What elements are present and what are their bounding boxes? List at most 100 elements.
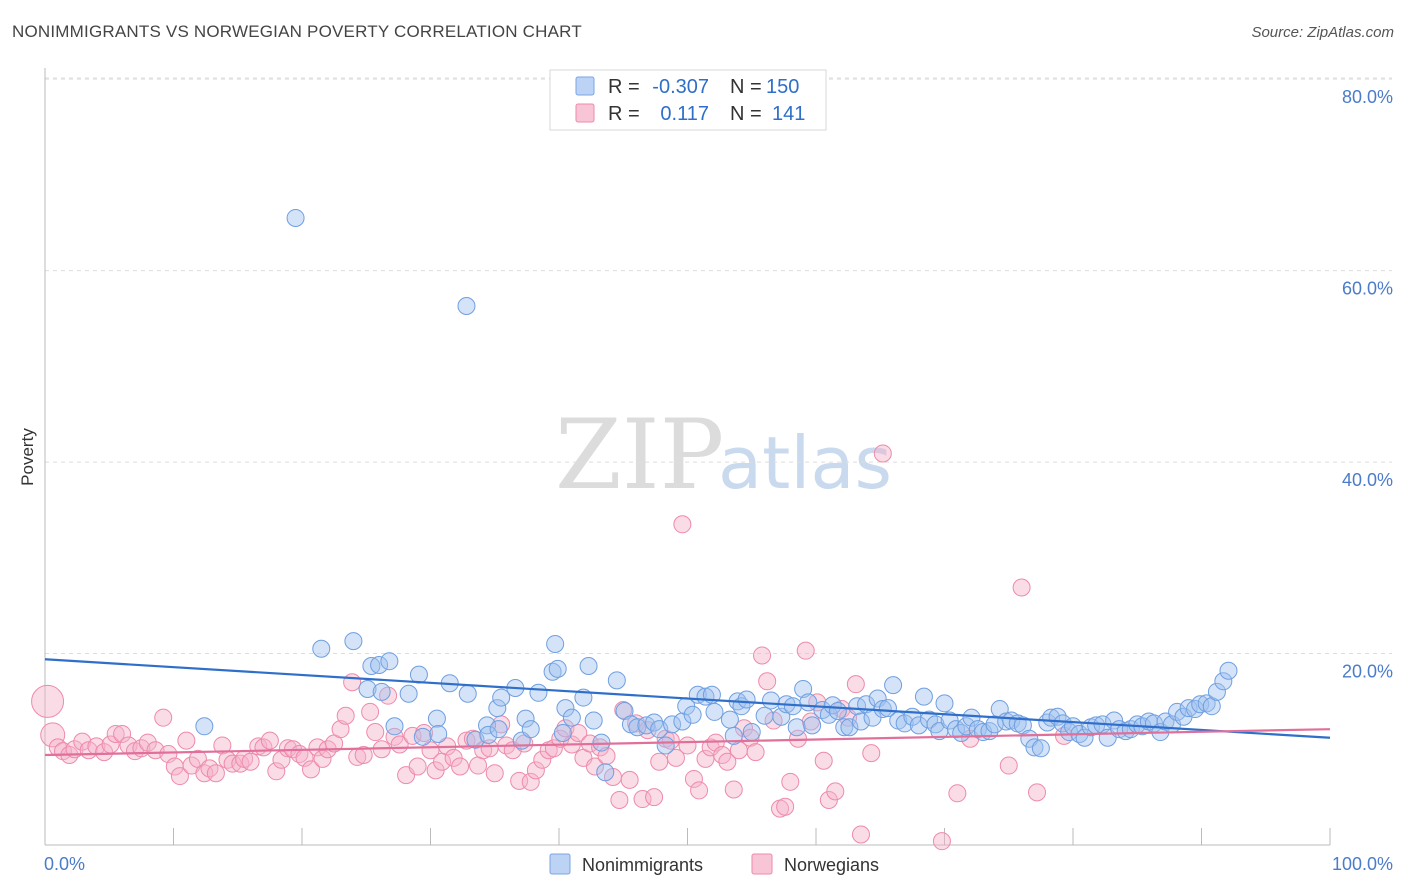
- nonimmigrants-point-60: [737, 690, 756, 709]
- norwegians-point-127: [796, 641, 815, 660]
- nonimmigrants-point-138: [1191, 695, 1210, 714]
- nonimmigrants-point-21: [488, 699, 507, 718]
- nonimmigrants-point-49: [673, 712, 692, 731]
- norwegians-trend-line: [44, 728, 1331, 757]
- norwegians-point-139: [932, 832, 951, 851]
- nonimmigrants-point-77: [848, 697, 867, 716]
- nonimmigrants-point-19: [478, 716, 497, 735]
- norwegians-point-61: [408, 757, 427, 776]
- nonimmigrants-point-51: [683, 705, 702, 724]
- legend-n-label-1: N =: [730, 103, 762, 125]
- norwegians-point-33: [241, 752, 260, 771]
- norwegians-point-108: [684, 769, 703, 788]
- legend-n-value-0: 150: [766, 76, 799, 98]
- nonimmigrants-point-62: [755, 706, 774, 725]
- grid: [45, 77, 1392, 655]
- nonimmigrants-point-109: [1025, 738, 1044, 757]
- norwegians-point-130: [814, 751, 833, 770]
- nonimmigrants-point-99: [968, 720, 987, 739]
- norwegians-point-28: [213, 736, 232, 755]
- norwegians-point-95: [610, 791, 629, 810]
- x-tick-label-0: 0.0%: [44, 854, 85, 874]
- norwegians-point-119: [746, 743, 765, 762]
- y-tick-labels: 20.0% 40.0% 60.0% 80.0%: [1342, 87, 1393, 681]
- watermark-zip: ZIP: [555, 399, 724, 511]
- nonimmigrants-point-55: [705, 702, 724, 721]
- watermark: ZIP atlas: [555, 399, 892, 511]
- nonimmigrants-point-43: [628, 718, 647, 737]
- trend-lines: [44, 658, 1331, 757]
- norwegians-point-120: [753, 646, 772, 665]
- nonimmigrants-point-3: [312, 639, 331, 658]
- correlation-legend: R = -0.307 N = 150 R = 0.117 N = 141: [549, 69, 827, 131]
- norwegians-point-140: [948, 784, 967, 803]
- norwegians-point-37: [267, 762, 286, 781]
- nonimmigrants-point-22: [492, 688, 511, 707]
- bottom-legend-swatch-norwegians: [751, 853, 773, 875]
- norwegians-point-114: [718, 752, 737, 771]
- nonimmigrants-point-110: [1031, 739, 1050, 758]
- legend-r-value-0: -0.307: [652, 76, 709, 98]
- norwegians-point-88: [569, 723, 588, 742]
- nonimmigrants-point-78: [851, 712, 870, 731]
- norwegians-point-93: [597, 746, 616, 765]
- nonimmigrants-point-1: [457, 297, 476, 316]
- norwegians-point-102: [650, 752, 669, 771]
- norwegians-point-121: [758, 672, 777, 691]
- nonimmigrants-point-14: [427, 709, 446, 728]
- series-legend: Nonimmigrants Norwegians: [549, 853, 879, 875]
- nonimmigrants-point-139: [1197, 694, 1216, 713]
- chart-title: NONIMMIGRANTS VS NORWEGIAN POVERTY CORRE…: [12, 22, 582, 41]
- nonimmigrants-point-27: [521, 720, 540, 739]
- y-tick-label-2: 60.0%: [1342, 279, 1393, 299]
- x-tick-label-1: 100.0%: [1332, 854, 1393, 874]
- nonimmigrants-point-2: [195, 717, 214, 736]
- x-tick-labels: 0.0% 100.0%: [44, 854, 1393, 874]
- nonimmigrants-point-11: [399, 684, 418, 703]
- legend-r-label-1: R =: [608, 103, 640, 125]
- norwegians-point-144: [1028, 783, 1047, 802]
- norwegians-point-82: [533, 750, 552, 769]
- nonimmigrants-point-48: [663, 715, 682, 734]
- norwegians-point-109: [690, 781, 709, 800]
- norwegians-point-71: [469, 756, 488, 775]
- nonimmigrants-point-47: [656, 736, 675, 755]
- norwegians-point-74: [485, 764, 504, 783]
- norwegians-point-11: [106, 724, 125, 743]
- norwegians-point-63: [421, 741, 440, 760]
- y-axis-label: Poverty: [18, 428, 37, 486]
- nonimmigrants-point-70: [803, 716, 822, 735]
- nonimmigrants-point-61: [742, 723, 761, 742]
- nonimmigrants-point-8: [372, 682, 391, 701]
- nonimmigrants-point-12: [409, 665, 428, 684]
- norwegians-point-99: [633, 790, 652, 809]
- y-tick-label-3: 80.0%: [1342, 87, 1393, 107]
- norwegians-point-18: [154, 708, 173, 727]
- nonimmigrants-point-23: [489, 720, 508, 739]
- norwegians-point-22: [177, 731, 196, 750]
- nonimmigrants-point-56: [720, 710, 739, 729]
- nonimmigrants-point-142: [1214, 672, 1233, 691]
- norwegians-point-0: [31, 684, 65, 718]
- nonimmigrants-point-98: [962, 708, 981, 727]
- bottom-legend-norwegians: Norwegians: [784, 855, 879, 875]
- bottom-legend-nonimmigrants: Nonimmigrants: [582, 855, 703, 875]
- norwegians-points: [31, 444, 1074, 851]
- norwegians-point-136: [851, 825, 870, 844]
- legend-swatch-nonimmigrants: [575, 76, 595, 96]
- nonimmigrants-point-86: [895, 714, 914, 733]
- nonimmigrants-point-73: [823, 696, 842, 715]
- nonimmigrants-trend-line: [44, 658, 1331, 739]
- norwegians-point-1: [40, 722, 66, 748]
- norwegians-point-21: [170, 767, 189, 786]
- legend-r-label-0: R =: [608, 76, 640, 98]
- nonimmigrants-point-74: [828, 701, 847, 720]
- norwegians-point-36: [260, 731, 279, 750]
- nonimmigrants-point-97: [957, 717, 976, 736]
- norwegians-point-143: [1012, 578, 1031, 597]
- nonimmigrants-point-0: [286, 208, 305, 227]
- watermark-atlas: atlas: [718, 421, 892, 505]
- nonimmigrants-point-67: [787, 718, 806, 737]
- norwegians-point-80: [521, 772, 540, 791]
- norwegians-point-16: [138, 733, 157, 752]
